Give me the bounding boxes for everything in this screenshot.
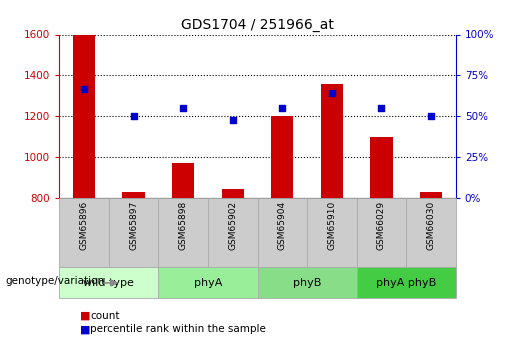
Text: GSM65897: GSM65897	[129, 201, 138, 250]
Text: phyA phyB: phyA phyB	[376, 278, 436, 288]
Bar	[208, 198, 258, 267]
Bar	[271, 117, 294, 198]
Text: GSM65898: GSM65898	[179, 201, 187, 250]
Title: GDS1704 / 251966_at: GDS1704 / 251966_at	[181, 18, 334, 32]
Bar	[356, 267, 456, 298]
Bar	[406, 198, 456, 267]
Bar	[73, 34, 95, 198]
Bar	[159, 267, 258, 298]
Text: percentile rank within the sample: percentile rank within the sample	[90, 325, 266, 334]
Point	[328, 91, 336, 96]
Bar	[172, 162, 194, 198]
Bar	[420, 192, 442, 198]
Bar	[109, 198, 159, 267]
Bar	[321, 84, 343, 198]
Point	[80, 86, 88, 91]
Bar	[356, 198, 406, 267]
Bar	[221, 189, 244, 198]
Text: wild type: wild type	[83, 278, 134, 288]
Text: GSM66029: GSM66029	[377, 201, 386, 250]
Text: GSM66030: GSM66030	[426, 201, 436, 250]
Bar	[59, 198, 109, 267]
Text: phyB: phyB	[293, 278, 321, 288]
Bar	[59, 267, 159, 298]
Text: GSM65896: GSM65896	[79, 201, 89, 250]
Text: genotype/variation: genotype/variation	[5, 276, 104, 286]
Point	[129, 114, 138, 119]
Text: GSM65910: GSM65910	[328, 201, 336, 250]
Point	[377, 106, 386, 111]
Text: count: count	[90, 311, 119, 321]
Bar	[307, 198, 356, 267]
Bar	[370, 137, 392, 198]
Text: GSM65904: GSM65904	[278, 201, 287, 250]
Bar	[258, 267, 356, 298]
Text: ■: ■	[80, 311, 90, 321]
Point	[427, 114, 435, 119]
Bar	[159, 198, 208, 267]
Text: phyA: phyA	[194, 278, 222, 288]
Text: GSM65902: GSM65902	[228, 201, 237, 250]
Point	[229, 117, 237, 122]
Bar	[123, 192, 145, 198]
Point	[179, 106, 187, 111]
Bar	[258, 198, 307, 267]
Text: ■: ■	[80, 325, 90, 334]
Point	[278, 106, 286, 111]
